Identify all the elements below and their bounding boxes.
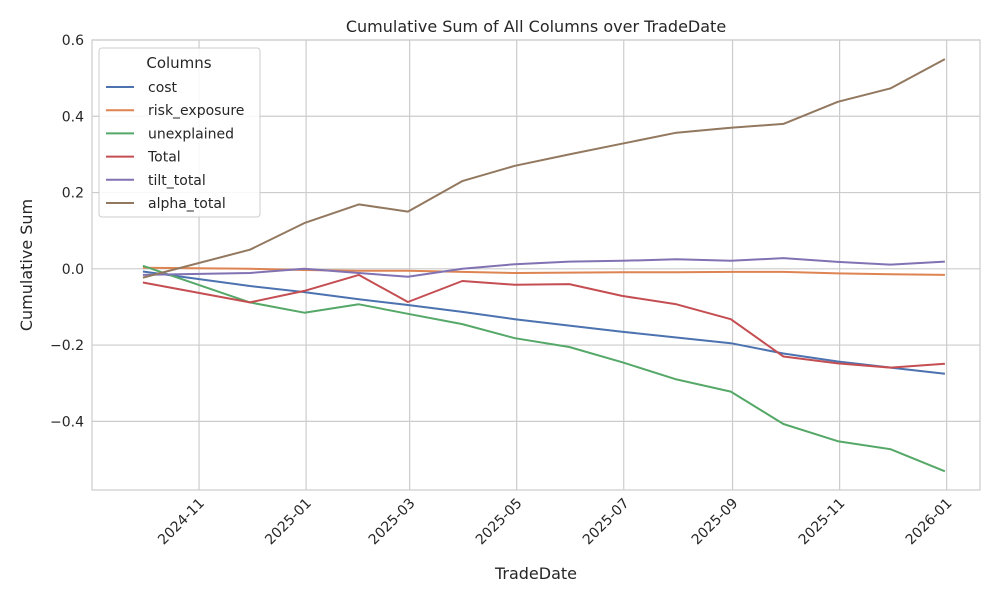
y-axis: −0.4 −0.2 0.0 0.2 0.4 0.6 (50, 33, 84, 430)
chart-title: Cumulative Sum of All Columns over Trade… (346, 17, 726, 36)
y-axis-label: Cumulative Sum (17, 199, 36, 331)
x-tick-label: 2025-11 (796, 496, 849, 549)
x-axis: 2024-11 2025-01 2025-03 2025-05 2025-07 2025-… (155, 496, 955, 549)
legend-title: Columns (146, 54, 211, 72)
y-tick-label: 0.0 (62, 262, 84, 278)
y-tick-label: −0.4 (50, 414, 84, 430)
x-tick-label: 2025-03 (366, 496, 419, 549)
legend-label: unexplained (148, 126, 234, 142)
legend-label: Total (147, 150, 181, 166)
legend-label: alpha_total (148, 196, 226, 212)
series-line-unexplained (142, 264, 946, 473)
x-tick-label: 2026-01 (903, 496, 956, 549)
y-tick-label: −0.2 (50, 338, 84, 354)
plot-frame (91, 39, 981, 491)
legend-box (98, 47, 261, 218)
legend-label: risk_exposure (148, 103, 244, 119)
legend-label: cost (148, 80, 178, 96)
series-line-tilt-total (142, 257, 945, 278)
x-axis-label: TradeDate (494, 564, 577, 583)
series-lines (142, 58, 946, 473)
series-line-total (142, 273, 945, 369)
y-tick-label: 0.6 (62, 33, 84, 49)
series-line-cost (142, 270, 946, 375)
y-tick-label: 0.2 (62, 186, 84, 202)
legend-label: tilt_total (148, 173, 206, 189)
x-tick-label: 2025-09 (689, 496, 742, 549)
x-tick-label: 2024-11 (155, 496, 208, 549)
x-tick-label: 2025-07 (580, 496, 633, 549)
x-tick-label: 2025-01 (262, 496, 315, 549)
series-line-alpha-total (142, 58, 946, 279)
legend: Columns cost risk_exposure unexplained Tota… (98, 47, 261, 218)
x-tick-label: 2025-05 (473, 496, 526, 549)
y-tick-label: 0.4 (62, 109, 84, 125)
